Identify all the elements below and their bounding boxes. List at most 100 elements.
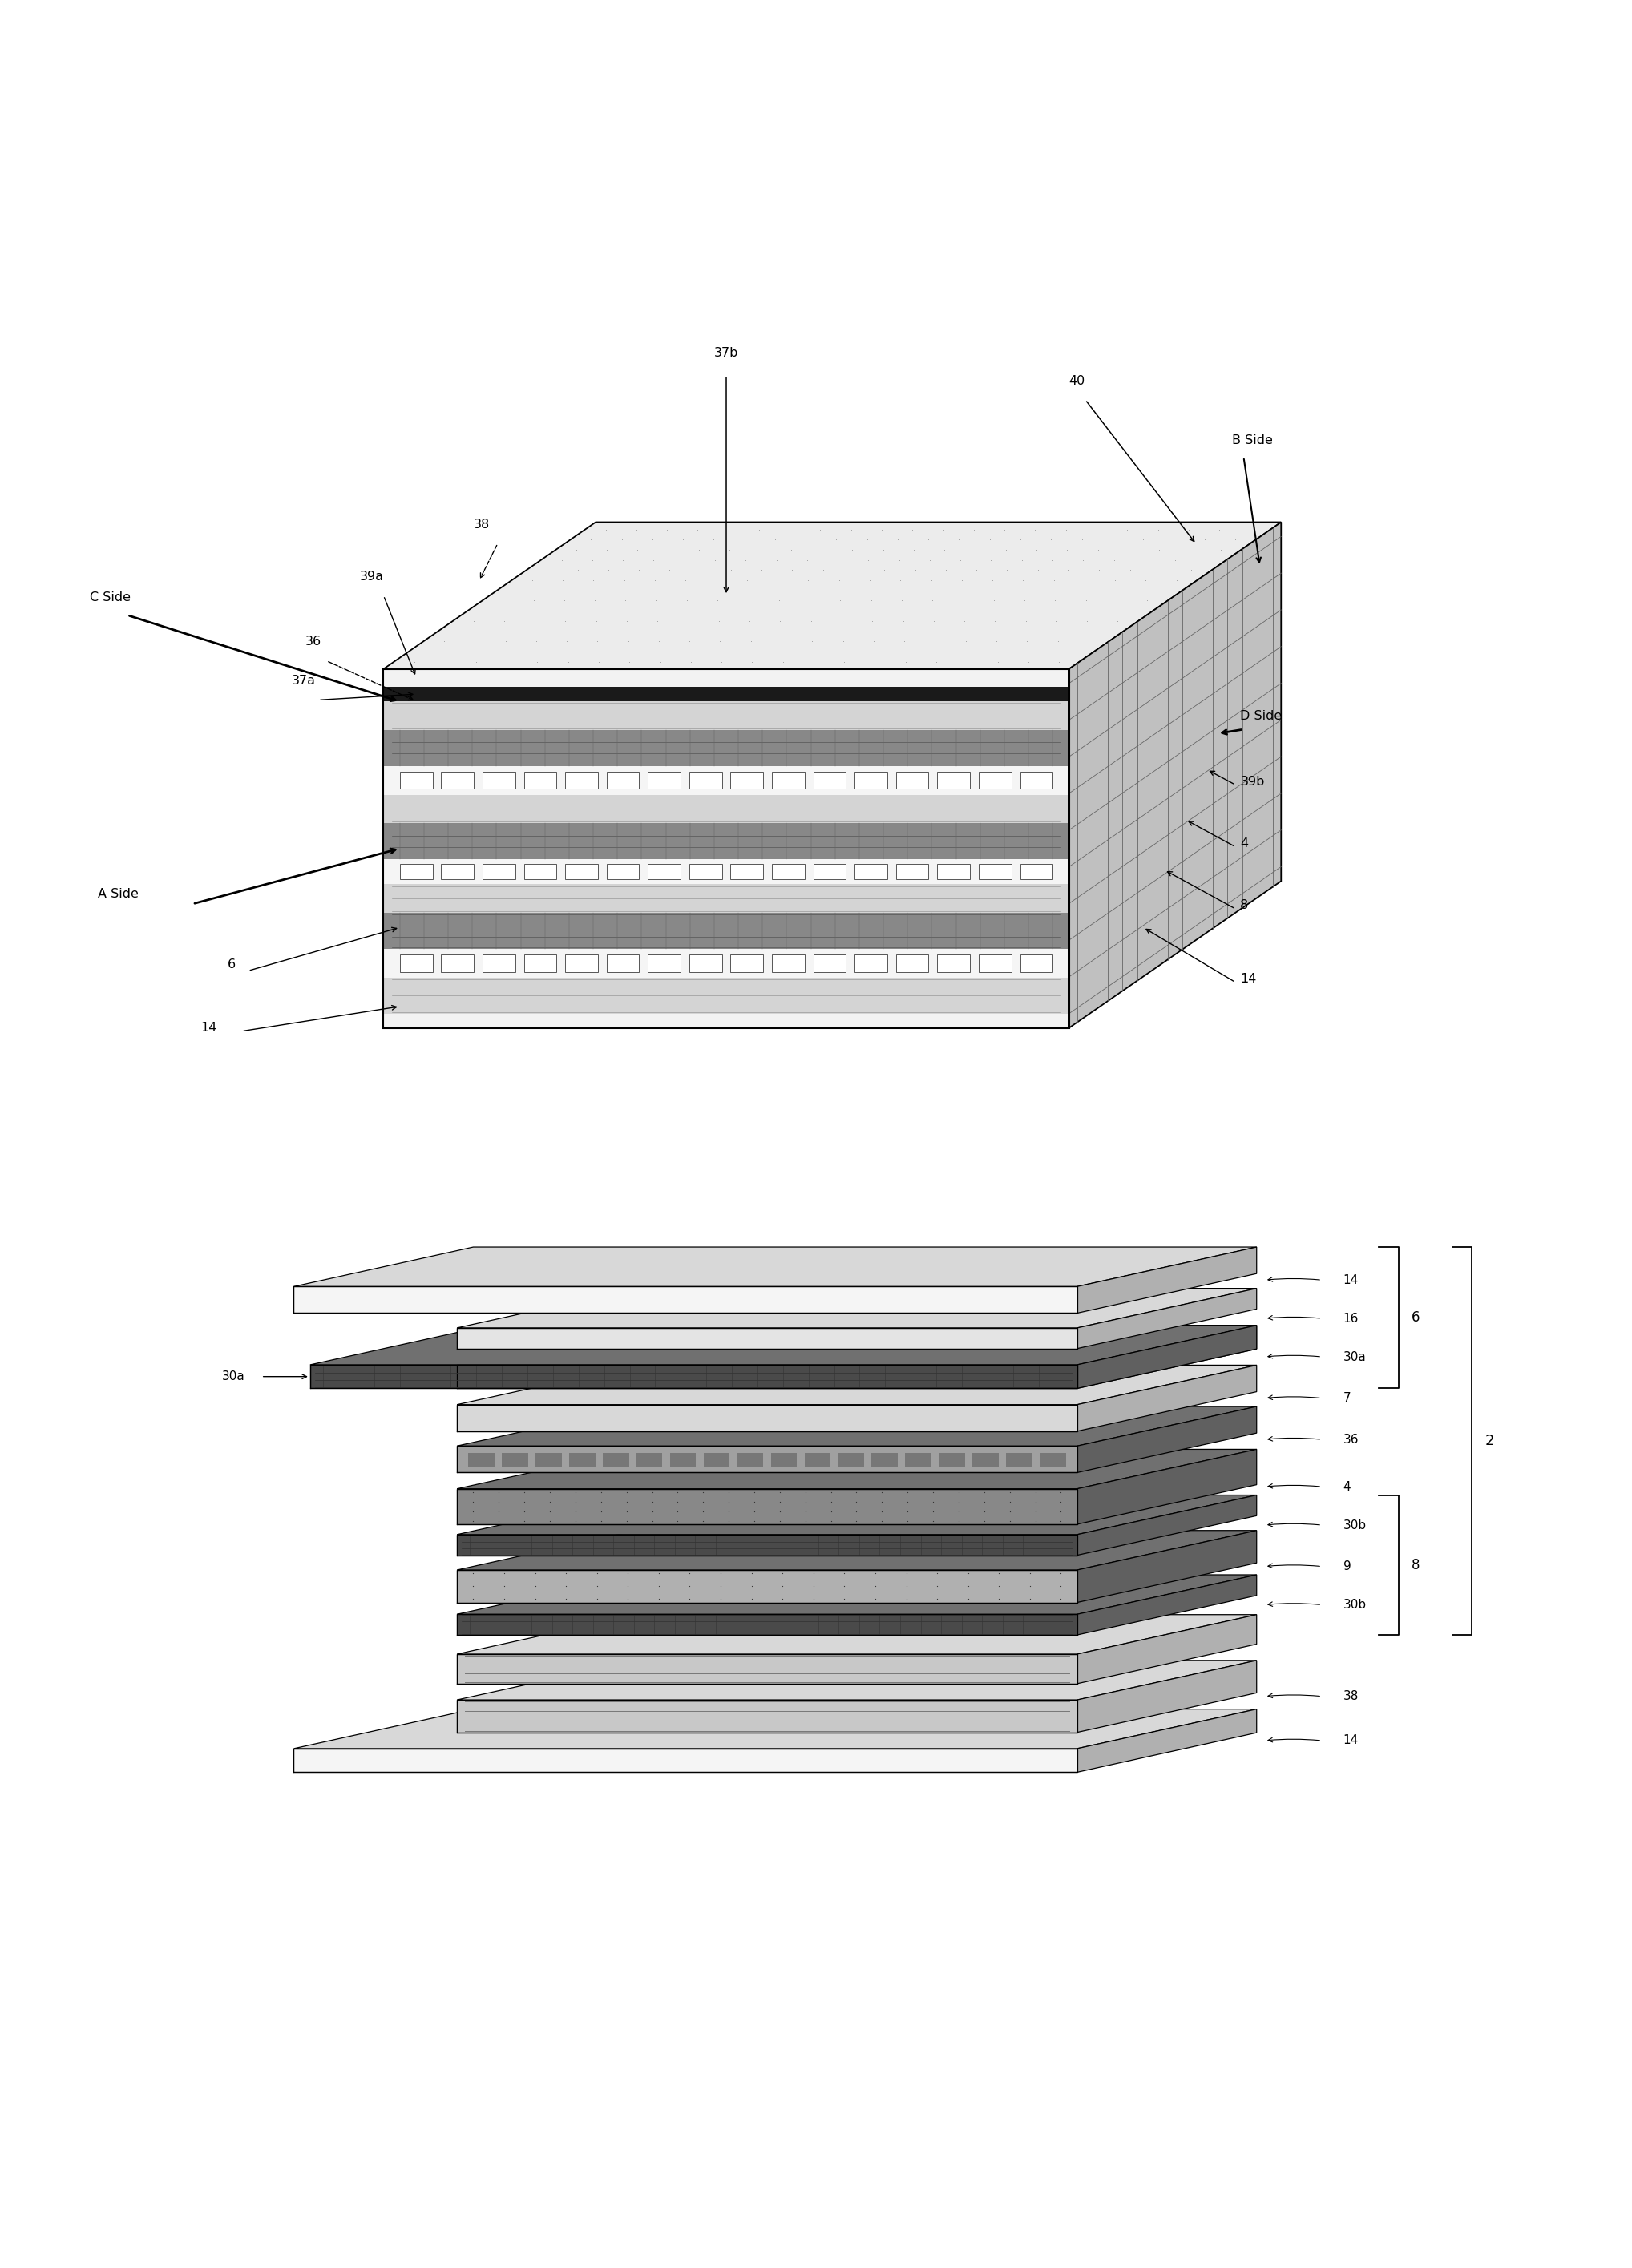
Polygon shape xyxy=(1077,1531,1257,1603)
Polygon shape xyxy=(1077,1660,1257,1733)
Text: C Side: C Side xyxy=(90,592,131,603)
Polygon shape xyxy=(457,1447,1077,1472)
Bar xyxy=(503,1452,529,1467)
Bar xyxy=(400,771,432,789)
Bar xyxy=(973,1452,999,1467)
Bar xyxy=(384,701,1069,730)
Bar xyxy=(468,1452,494,1467)
Bar xyxy=(483,771,516,789)
Text: 38: 38 xyxy=(473,519,490,531)
Bar xyxy=(1005,1452,1031,1467)
Bar xyxy=(565,771,597,789)
Bar xyxy=(738,1452,764,1467)
Bar xyxy=(689,864,721,880)
Bar xyxy=(400,955,432,973)
Bar xyxy=(689,955,721,973)
Bar xyxy=(602,1452,628,1467)
Polygon shape xyxy=(457,1365,1257,1404)
Text: 14: 14 xyxy=(1343,1735,1358,1746)
Polygon shape xyxy=(457,1406,1257,1447)
Text: 39b: 39b xyxy=(1240,776,1265,787)
Polygon shape xyxy=(457,1660,1257,1701)
Bar xyxy=(1020,955,1053,973)
Bar xyxy=(384,669,1069,687)
Bar xyxy=(524,955,557,973)
Text: 39a: 39a xyxy=(361,572,384,583)
Bar xyxy=(689,771,721,789)
Bar xyxy=(384,860,1069,885)
Polygon shape xyxy=(457,1615,1257,1653)
Bar xyxy=(524,771,557,789)
Text: 8: 8 xyxy=(1240,900,1248,912)
Bar xyxy=(731,864,764,880)
Polygon shape xyxy=(457,1701,1077,1733)
Text: 14: 14 xyxy=(1240,973,1257,984)
Bar xyxy=(441,955,473,973)
Bar xyxy=(1020,771,1053,789)
Text: 8: 8 xyxy=(1412,1558,1420,1572)
Polygon shape xyxy=(1069,522,1281,1027)
Bar xyxy=(896,771,929,789)
Bar xyxy=(384,978,1069,1014)
Bar xyxy=(671,1452,697,1467)
Text: 7: 7 xyxy=(1343,1393,1351,1404)
Text: 30b: 30b xyxy=(1343,1599,1366,1610)
Bar xyxy=(731,771,764,789)
Bar xyxy=(871,1452,898,1467)
Bar xyxy=(896,864,929,880)
Polygon shape xyxy=(1077,1449,1257,1524)
Text: B Side: B Side xyxy=(1232,435,1273,447)
Polygon shape xyxy=(457,1365,1077,1388)
Text: 36: 36 xyxy=(1343,1433,1359,1445)
Polygon shape xyxy=(457,1288,1257,1327)
Polygon shape xyxy=(294,1749,1077,1771)
Text: 9: 9 xyxy=(1343,1560,1351,1572)
Bar xyxy=(384,794,1069,823)
Bar xyxy=(731,955,764,973)
Bar xyxy=(441,771,473,789)
Text: A Side: A Side xyxy=(98,889,139,900)
Bar xyxy=(855,771,888,789)
Polygon shape xyxy=(384,669,1069,1027)
Bar xyxy=(937,771,969,789)
Polygon shape xyxy=(457,1535,1077,1556)
Text: 4: 4 xyxy=(1240,837,1248,850)
Text: 40: 40 xyxy=(1069,374,1085,386)
Polygon shape xyxy=(457,1531,1257,1569)
Bar xyxy=(648,955,681,973)
Bar xyxy=(524,864,557,880)
Polygon shape xyxy=(457,1653,1077,1683)
Polygon shape xyxy=(294,1286,1077,1313)
Text: D Side: D Side xyxy=(1240,710,1283,721)
Bar xyxy=(648,771,681,789)
Polygon shape xyxy=(457,1615,1077,1635)
Bar xyxy=(979,955,1012,973)
Polygon shape xyxy=(457,1449,1257,1488)
Bar xyxy=(937,955,969,973)
Bar xyxy=(772,864,805,880)
Polygon shape xyxy=(457,1569,1077,1603)
Text: 14: 14 xyxy=(1343,1275,1358,1286)
Polygon shape xyxy=(1077,1615,1257,1683)
Polygon shape xyxy=(1077,1247,1257,1313)
Bar xyxy=(565,955,597,973)
Bar xyxy=(607,864,640,880)
Text: 37b: 37b xyxy=(715,347,738,358)
Polygon shape xyxy=(294,1247,1257,1286)
Text: 36: 36 xyxy=(305,635,322,649)
Polygon shape xyxy=(310,1365,1077,1388)
Bar xyxy=(384,1014,1069,1027)
Bar xyxy=(937,864,969,880)
Bar xyxy=(384,767,1069,794)
Polygon shape xyxy=(457,1574,1257,1615)
Text: 6: 6 xyxy=(228,959,235,971)
Bar xyxy=(1040,1452,1066,1467)
Polygon shape xyxy=(1077,1365,1257,1431)
Bar xyxy=(384,948,1069,978)
Bar xyxy=(805,1452,831,1467)
Bar xyxy=(483,864,516,880)
Polygon shape xyxy=(1077,1325,1257,1388)
Text: 16: 16 xyxy=(1343,1313,1359,1325)
Polygon shape xyxy=(457,1327,1077,1349)
Bar xyxy=(813,771,845,789)
